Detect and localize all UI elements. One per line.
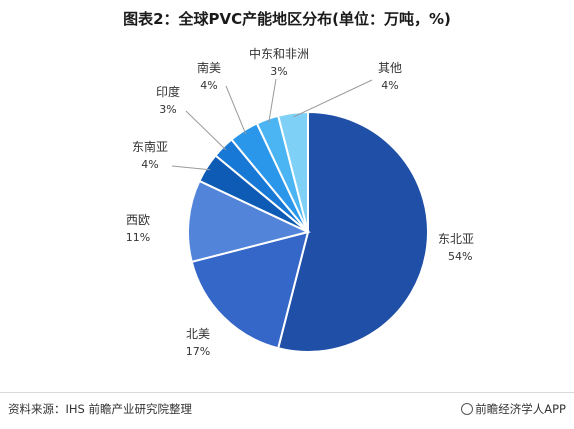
slice-value-3: 11% [126, 231, 150, 244]
slices-layer [187, 110, 429, 353]
leader-lines-layer [171, 78, 373, 171]
slice-value-1: 54% [448, 250, 472, 263]
slice-value-6: 4% [200, 79, 217, 92]
pie-slice-2 [190, 230, 310, 350]
leader-line-5 [185, 110, 227, 151]
pie-slice-1 [276, 110, 429, 353]
slice-value-4: 4% [141, 158, 158, 171]
slice-label-6: 南美 [197, 60, 221, 75]
leader-line-6 [225, 85, 247, 135]
labels-layer: 东北亚 54% 北美 17% 西欧 11% 东南亚 4% 印度 3% 南美 4% 中东和非洲 3% 其他 4% [126, 46, 474, 358]
leader-line-8 [293, 79, 373, 118]
slice-value-8: 4% [381, 79, 398, 92]
pie-slice-8 [276, 110, 309, 233]
pie-slice-3 [187, 179, 311, 264]
leader-line-7 [268, 78, 277, 123]
pie-chart: 东北亚 54% 北美 17% 西欧 11% 东南亚 4% 印度 3% 南美 4% 中东和非洲 3% 其他 4% [126, 46, 474, 358]
brand-logo-icon [461, 403, 474, 415]
slice-label-1: 东北亚 [438, 232, 474, 246]
footer-divider [0, 392, 574, 393]
slice-label-8: 其他 [378, 61, 402, 75]
slice-label-5: 印度 [156, 84, 180, 99]
brand-name: 前瞻经济学人APP [475, 402, 566, 416]
source-note: 资料来源：IHS 前瞻产业研究院整理 [8, 402, 192, 416]
slice-label-2: 北美 [186, 327, 210, 341]
slice-label-7: 中东和非洲 [249, 46, 309, 61]
slice-value-7: 3% [270, 65, 287, 78]
brand-credit: 前瞻经济学人APP [461, 401, 566, 417]
leader-line-4 [171, 165, 211, 171]
slice-label-3: 西欧 [126, 213, 150, 227]
slice-label-4: 东南亚 [132, 139, 168, 154]
slice-value-2: 17% [186, 345, 210, 358]
chart-title: 图表2：全球PVC产能地区分布(单位：万吨，%) [123, 10, 451, 28]
slice-value-5: 3% [159, 103, 176, 116]
